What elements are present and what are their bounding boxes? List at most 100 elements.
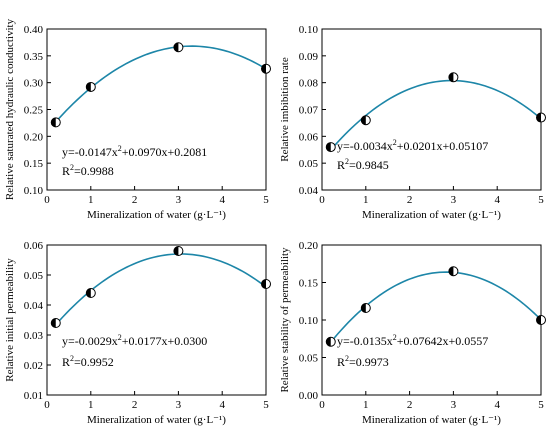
y-tick-label: 0.10 <box>299 315 319 327</box>
x-tick-label: 2 <box>132 194 138 206</box>
data-point-half <box>361 115 366 125</box>
data-point <box>325 142 336 153</box>
x-tick-label: 0 <box>319 194 325 206</box>
data-point-half <box>51 318 56 328</box>
y-tick-label: 0.07 <box>299 105 319 117</box>
data-point-half <box>86 82 91 92</box>
data-point <box>448 72 459 83</box>
data-point-half <box>173 42 179 52</box>
x-tick-label: 1 <box>88 399 94 411</box>
x-tick-label: 4 <box>494 194 500 206</box>
y-tick-label: 0.20 <box>24 131 44 143</box>
data-point-half <box>536 315 541 325</box>
x-tick-label: 0 <box>319 399 325 411</box>
x-tick-label: 4 <box>219 194 225 206</box>
x-tick-label: 4 <box>219 399 225 411</box>
r-squared: R2=0.9952 <box>62 354 114 369</box>
y-axis-label: Relative imbibition rate <box>279 57 291 162</box>
y-tick-label: 0.30 <box>24 78 44 90</box>
y-tick-label: 0.40 <box>24 24 44 36</box>
plot-frame <box>46 244 267 396</box>
data-point-half <box>326 142 331 152</box>
chart-panel-imbibition-rate: 0 1 2 3 4 5 0.04 0.05 0.06 0.07 0.08 0.09 0.10 Minera… <box>275 0 550 221</box>
data-point <box>50 117 61 128</box>
y-axis-label: Relative saturated hydraulic conductivit… <box>4 18 16 200</box>
chart-panel-initial-permeability: 0 1 2 3 4 5 0.01 0.02 0.03 0.04 0.05 0.06 Mineraliza… <box>0 216 275 431</box>
y-tick-label: 0.10 <box>299 24 319 36</box>
x-tick-label: 5 <box>263 194 269 206</box>
y-tick-label: 0.04 <box>299 185 319 197</box>
y-tick-label: 0.06 <box>299 131 319 143</box>
x-tick-label: 5 <box>538 194 544 206</box>
x-axis-label: Mineralization of water (g·L⁻¹) <box>87 414 226 426</box>
fit-equation: y=-0.0029x2+0.0177x+0.0300 <box>62 333 207 348</box>
chart-svg: 0 1 2 3 4 5 0.01 0.02 0.03 0.04 0.05 0.06 Mineraliza… <box>4 240 271 426</box>
data-point-half <box>448 72 454 82</box>
r-squared: R2=0.9845 <box>337 157 389 172</box>
data-point <box>360 303 371 313</box>
x-tick-label: 1 <box>88 194 94 206</box>
fit-equation: y=-0.0034x2+0.0201x+0.05107 <box>337 138 488 153</box>
data-point-half <box>173 246 179 256</box>
x-tick-label: 4 <box>494 399 500 411</box>
data-point <box>536 315 546 325</box>
x-tick-label: 1 <box>363 194 369 206</box>
data-point-half <box>51 117 56 127</box>
r-squared: R2=0.9988 <box>62 163 114 178</box>
y-tick-label: 0.02 <box>24 360 43 372</box>
fit-equation: y=-0.0135x2+0.07642x+0.0557 <box>337 333 488 348</box>
y-axis-label: Relative initial permeability <box>4 258 16 382</box>
x-tick-label: 2 <box>132 399 138 411</box>
y-tick-label: 0.10 <box>24 185 44 197</box>
data-point-half <box>261 64 266 74</box>
data-point <box>173 246 184 256</box>
y-tick-label: 0.03 <box>24 330 44 342</box>
x-tick-label: 5 <box>538 399 544 411</box>
data-point <box>448 266 459 277</box>
chart-panel-hydraulic-conductivity: 0 1 2 3 4 5 0.10 0.15 0.20 0.25 0.30 0.35 0.40 Minera… <box>0 0 275 221</box>
data-point <box>50 318 61 328</box>
data-point <box>360 115 371 126</box>
data-point-half <box>448 266 454 276</box>
data-point-half <box>361 303 366 313</box>
x-tick-label: 2 <box>407 399 413 411</box>
y-tick-label: 0.05 <box>299 158 319 170</box>
data-point <box>85 81 96 92</box>
y-tick-label: 0.09 <box>299 51 319 63</box>
plot-frame <box>321 244 542 396</box>
y-tick-label: 0.35 <box>24 51 44 63</box>
chart-svg: 0 1 2 3 4 5 0.04 0.05 0.06 0.07 0.08 0.09 0.10 Minera… <box>279 24 546 221</box>
chart-panel-stability-permeability: 0 1 2 3 4 5 0.00 0.05 0.10 0.15 0.20 Mineralization… <box>275 216 550 431</box>
chart-svg: 0 1 2 3 4 5 0.00 0.05 0.10 0.15 0.20 Mineralization… <box>279 240 546 426</box>
y-tick-label: 0.06 <box>24 240 44 252</box>
x-axis-label: Mineralization of water (g·L⁻¹) <box>362 414 501 426</box>
r-squared: R2=0.9973 <box>337 354 389 369</box>
x-tick-label: 1 <box>363 399 369 411</box>
data-point <box>261 279 271 289</box>
y-axis-label: Relative stability of permeability <box>279 247 291 393</box>
y-tick-label: 0.05 <box>299 353 319 365</box>
x-tick-label: 3 <box>451 399 457 411</box>
x-axis-label: Mineralization of water (g·L⁻¹) <box>87 209 226 221</box>
y-tick-label: 0.00 <box>299 390 319 402</box>
y-tick-label: 0.15 <box>24 158 44 170</box>
x-tick-label: 3 <box>176 194 182 206</box>
data-point-half <box>536 113 541 123</box>
data-point <box>325 336 336 347</box>
data-point <box>261 63 271 74</box>
x-tick-label: 3 <box>451 194 457 206</box>
data-point-half <box>261 279 266 289</box>
data-point <box>536 112 546 123</box>
data-point <box>85 288 96 298</box>
x-tick-label: 2 <box>407 194 413 206</box>
y-tick-label: 0.05 <box>24 270 44 282</box>
chart-svg: 0 1 2 3 4 5 0.10 0.15 0.20 0.25 0.30 0.35 0.40 Minera… <box>4 18 271 221</box>
data-point-half <box>326 337 331 347</box>
y-tick-label: 0.20 <box>299 240 319 252</box>
data-point <box>173 42 184 53</box>
x-tick-label: 5 <box>263 399 269 411</box>
data-point-half <box>86 288 91 298</box>
fit-curve <box>55 253 267 326</box>
fit-equation: y=-0.0147x2+0.0970x+0.2081 <box>62 144 207 159</box>
x-axis-label: Mineralization of water (g·L⁻¹) <box>362 209 501 221</box>
